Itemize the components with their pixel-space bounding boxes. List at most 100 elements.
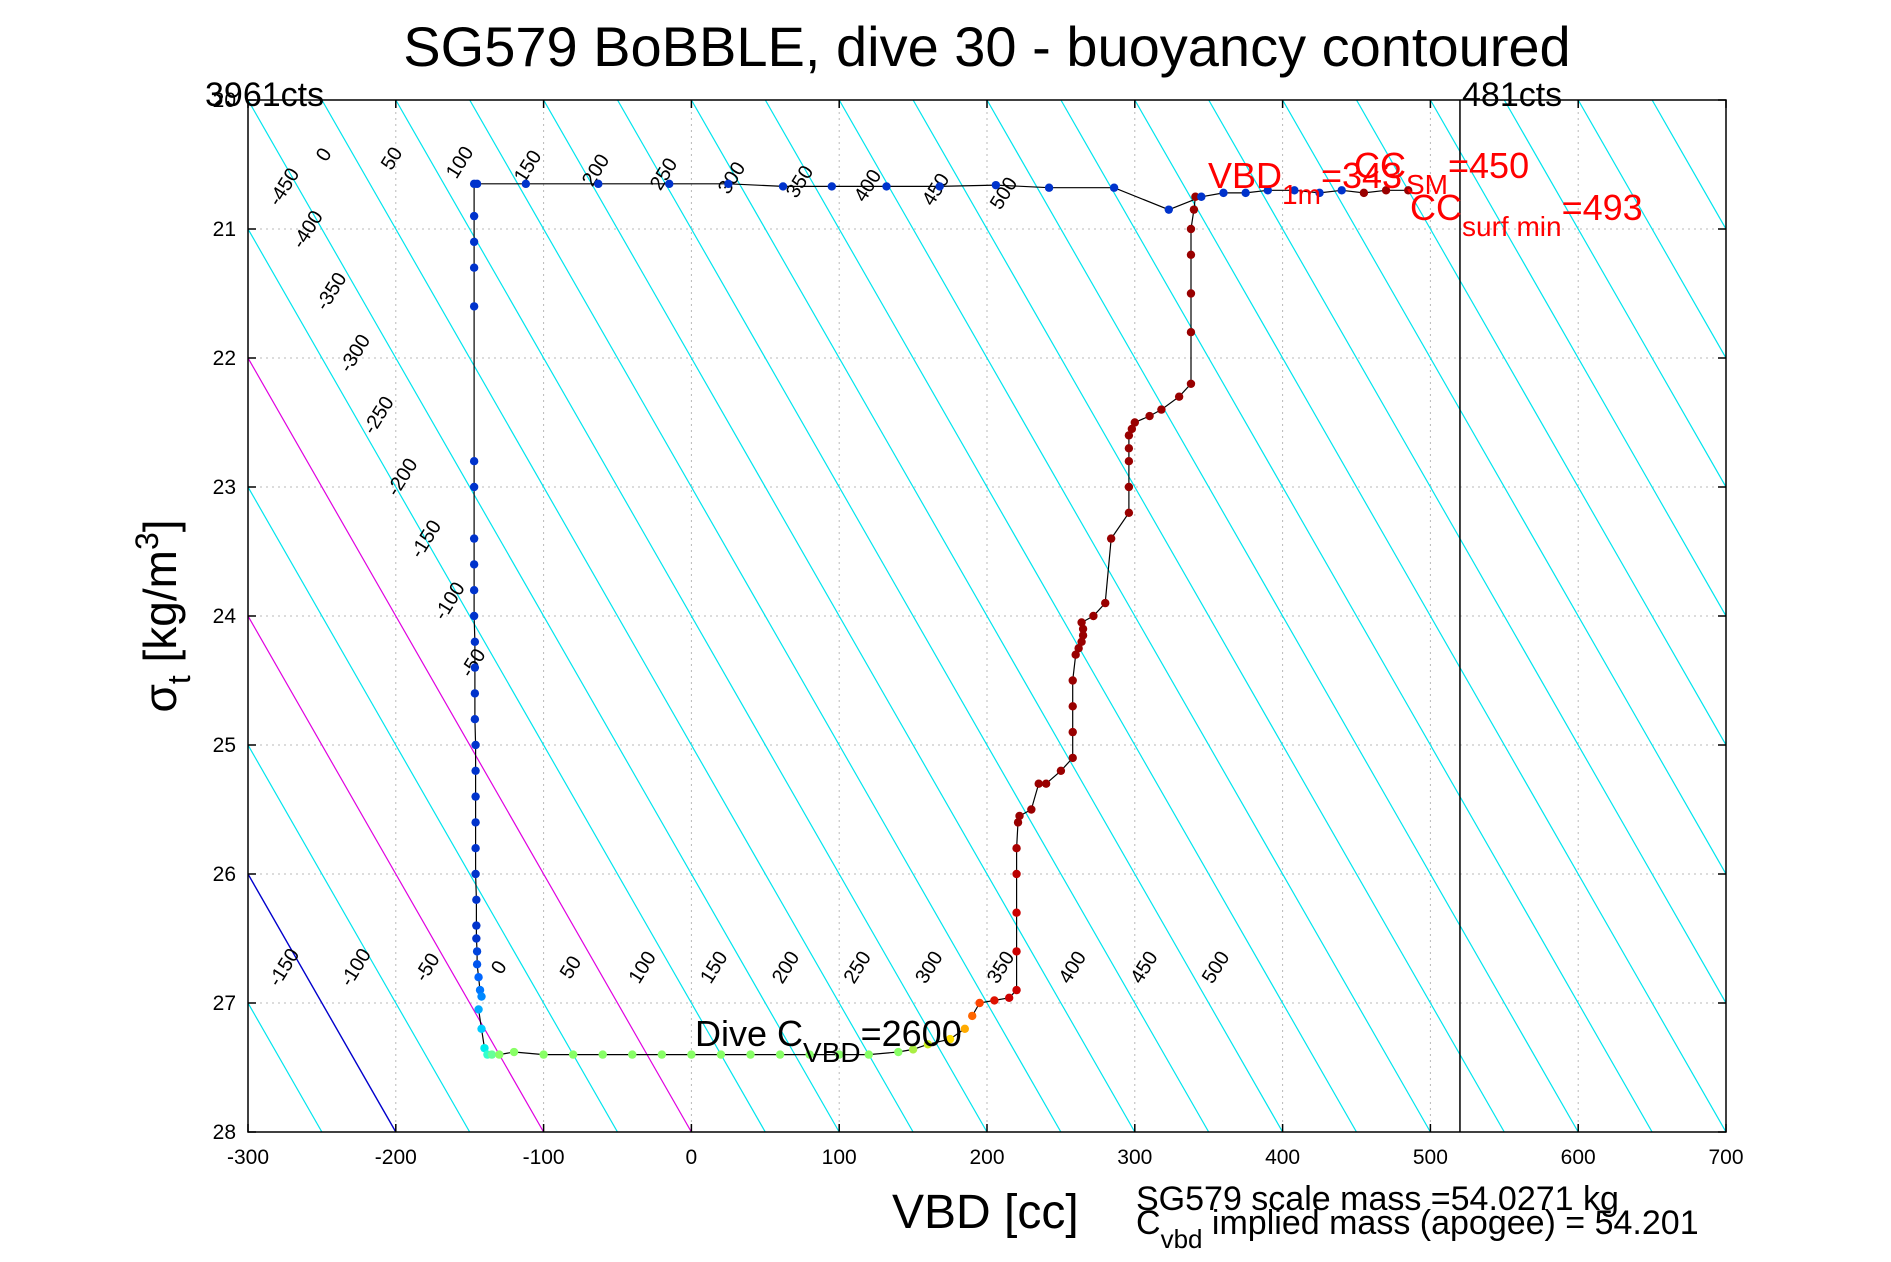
- data-point-bottom-turn: [908, 1045, 918, 1054]
- contour-label: 200: [768, 948, 804, 988]
- data-point-surface-upper: [1219, 188, 1228, 198]
- data-point-dive: [469, 534, 479, 543]
- y-tick-label: 20: [213, 89, 236, 112]
- trace-climb: [971, 196, 1196, 1017]
- y-tick-label: 26: [213, 863, 236, 886]
- data-point-climb: [1068, 753, 1077, 763]
- contour-line: [0, 100, 26, 1132]
- data-point-bottom-turn: [746, 1050, 755, 1059]
- cc-surf-min-main: CC: [1410, 187, 1462, 228]
- contour-line: [321, 100, 914, 1132]
- contour-label: 300: [714, 158, 750, 198]
- implied-mass-text: Cvbd implied mass (apogee) = 54.201: [1136, 1204, 1699, 1254]
- buoyancy-contours: [0, 100, 1726, 1132]
- contour-label: -100: [336, 945, 376, 991]
- contour-line: [1282, 100, 1726, 876]
- data-point-bottom-turn: [495, 1050, 504, 1059]
- data-point-bottom-turn: [487, 1050, 497, 1059]
- data-point-climb: [1012, 985, 1021, 995]
- data-point-surface-upper: [882, 182, 891, 191]
- contour-line: [543, 100, 1136, 1132]
- implied-mass-main: C: [1136, 1204, 1161, 1242]
- y-tick-label: 27: [213, 992, 236, 1015]
- data-point-surface-upper: [1315, 188, 1324, 198]
- data-point-surface-upper: [665, 179, 674, 189]
- data-point-climb: [1124, 457, 1134, 466]
- contour-label: 50: [556, 952, 586, 983]
- data-point-bottom-turn: [716, 1050, 726, 1059]
- data-point-dive: [477, 992, 486, 1001]
- x-tick-label: 500: [1413, 1146, 1448, 1169]
- data-point-dive: [471, 869, 480, 879]
- data-point-surface-upper: [1404, 186, 1413, 195]
- data-point-surface-upper: [724, 179, 733, 189]
- contour-label: -50: [456, 645, 490, 681]
- data-point-dive: [471, 766, 480, 775]
- contour-label: -200: [383, 455, 423, 501]
- contour-line: [248, 1130, 249, 1132]
- data-point-climb: [1015, 811, 1024, 821]
- cc-surf-min-value: =493: [1562, 187, 1643, 228]
- contour-line: [1355, 100, 1726, 747]
- data-point-bottom-turn: [628, 1050, 637, 1059]
- implied-mass-sub: vbd: [1161, 1224, 1203, 1254]
- data-point-climb: [1077, 618, 1086, 627]
- data-point-surface-upper: [1337, 186, 1346, 195]
- data-point-climb: [1186, 289, 1196, 298]
- x-tick-label: 0: [686, 1146, 698, 1169]
- data-point-surface-upper: [1044, 183, 1054, 192]
- data-point-dive: [469, 211, 479, 221]
- data-point-climb: [1101, 598, 1110, 608]
- contour-line: [1429, 100, 1726, 618]
- data-point-dive: [475, 985, 485, 995]
- data-point-climb: [1174, 392, 1184, 401]
- data-point-dive: [472, 921, 481, 930]
- implied-mass-rest: implied mass (apogee) = 54.201: [1202, 1204, 1698, 1242]
- cc-surf-min-annotation: CCsurf min=493: [1410, 187, 1643, 242]
- contour-label: 50: [377, 143, 407, 174]
- contour-label: -50: [411, 949, 445, 985]
- data-point-dive: [471, 844, 480, 853]
- data-point-bottom-turn: [598, 1050, 607, 1059]
- data-point-climb: [1013, 818, 1023, 827]
- vbd-1m-sub: 1m: [1282, 179, 1321, 210]
- data-point-bottom-turn: [960, 1024, 970, 1034]
- corner-label-right: 481cts: [1462, 76, 1562, 114]
- data-point-climb: [1071, 650, 1080, 659]
- data-point-climb: [1145, 411, 1154, 421]
- data-point-dive: [472, 895, 481, 904]
- axis-ticks: -300 -200 -100 0 100 200 300 400 500 600 700202122…: [213, 89, 1744, 1169]
- data-point-climb: [1124, 444, 1134, 453]
- data-point-bottom-turn: [864, 1050, 873, 1059]
- cc-surf-min-sub: surf min: [1462, 211, 1562, 242]
- data-point-surface-upper: [1359, 188, 1369, 198]
- data-point-surface-upper: [935, 182, 944, 191]
- data-point-surface-upper: [1290, 186, 1299, 195]
- data-point-climb: [1106, 534, 1116, 543]
- data-point-dive: [469, 482, 479, 492]
- contour-label: 450: [918, 170, 954, 210]
- contour-line: [1651, 100, 1726, 231]
- data-point-surface-upper: [472, 179, 482, 189]
- x-tick-label: -100: [523, 1146, 565, 1169]
- data-point-dive: [472, 934, 481, 943]
- contour-label: -300: [335, 331, 375, 377]
- data-point-dive: [471, 818, 480, 827]
- contour-labels: -450-400-350-300-250-200-150-100-500 50 10…: [264, 143, 1234, 991]
- y-axis-label: σt [kg/m3]: [129, 519, 197, 712]
- contour-line: [248, 356, 692, 1132]
- x-tick-label: 700: [1708, 1146, 1743, 1169]
- contour-line: [1725, 100, 1726, 102]
- data-point-bottom-turn: [945, 1034, 955, 1044]
- data-point-climb: [1012, 844, 1021, 853]
- data-point-bottom-turn: [923, 1040, 933, 1049]
- contour-line: [616, 100, 1210, 1132]
- data-point-dive: [474, 973, 483, 982]
- contour-label: -100: [430, 578, 470, 624]
- data-point-climb: [1078, 624, 1088, 634]
- contour-line: [248, 614, 545, 1132]
- data-point-surface-upper: [521, 179, 531, 189]
- data-point-surface-upper: [1241, 188, 1250, 198]
- contour-label: 250: [840, 948, 876, 988]
- x-tick-label: 400: [1265, 1146, 1300, 1169]
